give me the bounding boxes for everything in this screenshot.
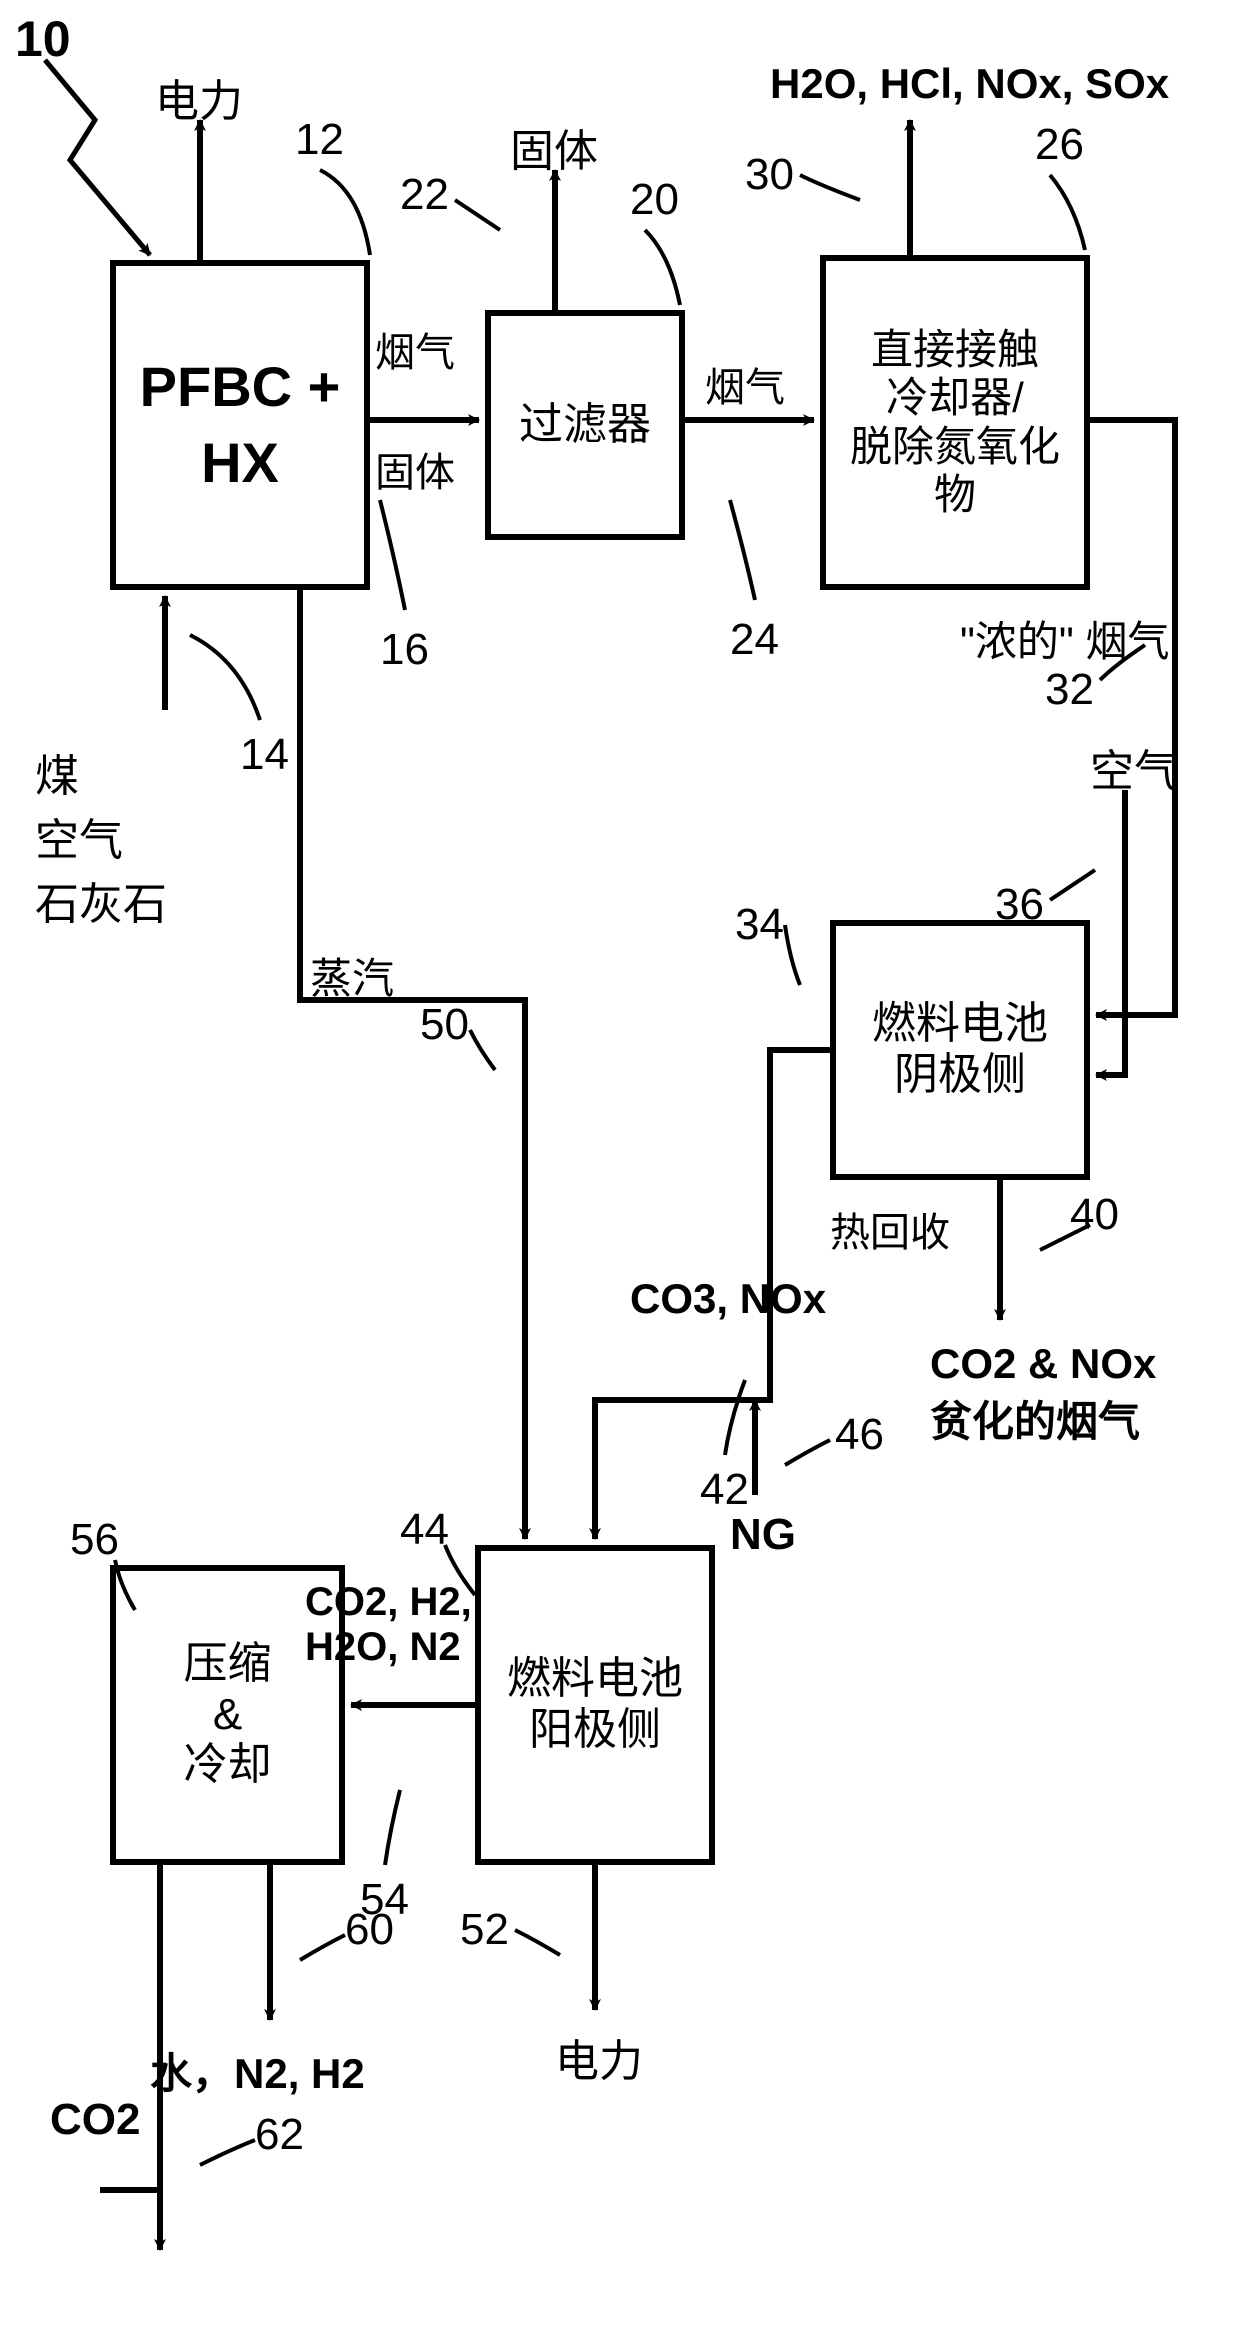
node-anode-label2: 阳极侧 [529,1705,661,1756]
label-anode-out: CO2, H2, H2O, N2 [305,1580,472,1670]
ref-42: 42 [700,1465,749,1515]
node-filter-label1: 过滤器 [519,400,651,451]
ref-24: 24 [730,615,779,665]
label-ng: NG [730,1510,796,1560]
ref-12: 12 [295,115,344,165]
label-flue-bot: 固体 [375,440,455,498]
ref-56: 56 [70,1515,119,1565]
ref-32: 32 [1045,665,1094,715]
label-air: 空气 [1090,735,1178,799]
node-cooler: 直接接触 冷却器/ 脱除氮氧化物 [820,255,1090,590]
node-pfbc-label1: PFBC + [140,355,341,419]
label-pfbc-power: 电力 [155,65,243,129]
node-cathode-label2: 阴极侧 [894,1050,1026,1101]
ref-30: 30 [745,150,794,200]
node-cathode-label1: 燃料电池 [872,999,1048,1050]
node-anode: 燃料电池 阳极侧 [475,1545,715,1865]
node-cooler-label2: 冷却器/ [886,374,1024,422]
ref-50: 50 [420,1000,469,1050]
ref-36: 36 [995,880,1044,930]
label-cooler-out: H2O, HCl, NOx, SOx [770,60,1169,108]
node-filter: 过滤器 [485,310,685,540]
fig-ref-10: 10 [15,10,71,68]
ref-52: 52 [460,1905,509,1955]
label-flue-top: 烟气 [375,320,455,378]
ref-44: 44 [400,1505,449,1555]
ref-20: 20 [630,175,679,225]
label-heat-recovery: 热回收 [830,1200,950,1258]
node-comp-label2: & [213,1690,242,1741]
ref-46: 46 [835,1410,884,1460]
node-cathode: 燃料电池 阴极侧 [830,920,1090,1180]
node-cooler-label3: 脱除氮氧化物 [834,423,1076,520]
ref-40: 40 [1070,1190,1119,1240]
ref-22: 22 [400,170,449,220]
label-dense-gas: "浓的" 烟气 [960,608,1170,669]
label-co3-nox: CO3, NOx [630,1275,826,1323]
flowchart-canvas: PFBC + HX 过滤器 直接接触 冷却器/ 脱除氮氧化物 燃料电池 阴极侧 … [0,0,1240,2341]
label-flue2: 烟气 [705,355,785,413]
ref-62: 62 [255,2110,304,2160]
ref-14: 14 [240,730,289,780]
label-anode-power: 电力 [555,2025,643,2089]
label-co2: CO2 [50,2095,140,2145]
label-solids-out: 固体 [510,115,598,179]
node-pfbc: PFBC + HX [110,260,370,590]
node-cooler-label1: 直接接触 [871,326,1039,374]
node-anode-label1: 燃料电池 [507,1654,683,1705]
label-cathode-out: CO2 & NOx 贫化的烟气 [930,1340,1156,1449]
ref-26: 26 [1035,120,1084,170]
node-pfbc-label2: HX [201,431,279,495]
ref-16: 16 [380,625,429,675]
ref-60: 60 [345,1905,394,1955]
label-coal-input: 煤 空气 石灰石 [35,740,167,932]
ref-34: 34 [735,900,784,950]
node-comp-label1: 压缩 [184,1639,272,1690]
node-comp-label3: 冷却 [184,1740,272,1791]
label-comp-bot: 水，N2, H2 [150,2040,365,2101]
label-steam: 蒸汽 [310,945,394,1006]
